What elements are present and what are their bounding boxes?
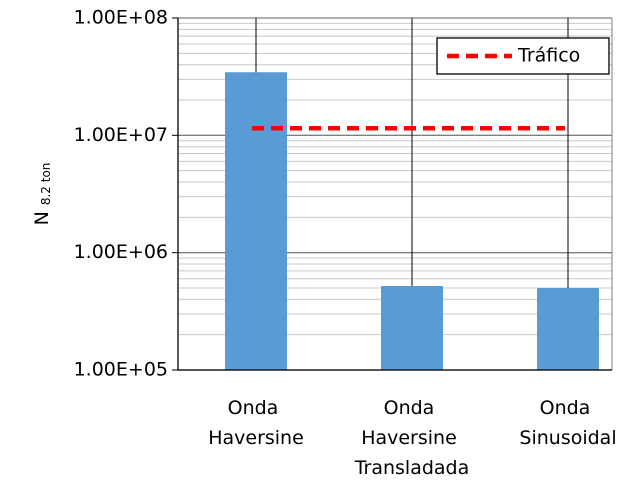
x-tick-label: Onda Sinusoidal	[519, 397, 616, 449]
legend-label: Tráfico	[517, 45, 580, 67]
y-tick-label: 1.00E+06	[74, 241, 168, 263]
bar	[537, 287, 599, 370]
bar	[225, 72, 287, 371]
x-tick-label: Onda Haversine Transladada	[354, 397, 470, 479]
y-label-sub: 8.2 ton	[39, 163, 53, 206]
bar	[381, 285, 443, 370]
x-tick-label: Onda Haversine	[208, 397, 304, 449]
y-tick-label: 1.00E+07	[74, 124, 168, 146]
y-tick-label: 1.00E+08	[74, 7, 168, 29]
legend-box	[436, 37, 610, 75]
y-axis-label: N 8.2 ton	[31, 163, 53, 226]
y-label-main: N	[31, 205, 53, 225]
y-tick-label: 1.00E+05	[74, 359, 168, 381]
